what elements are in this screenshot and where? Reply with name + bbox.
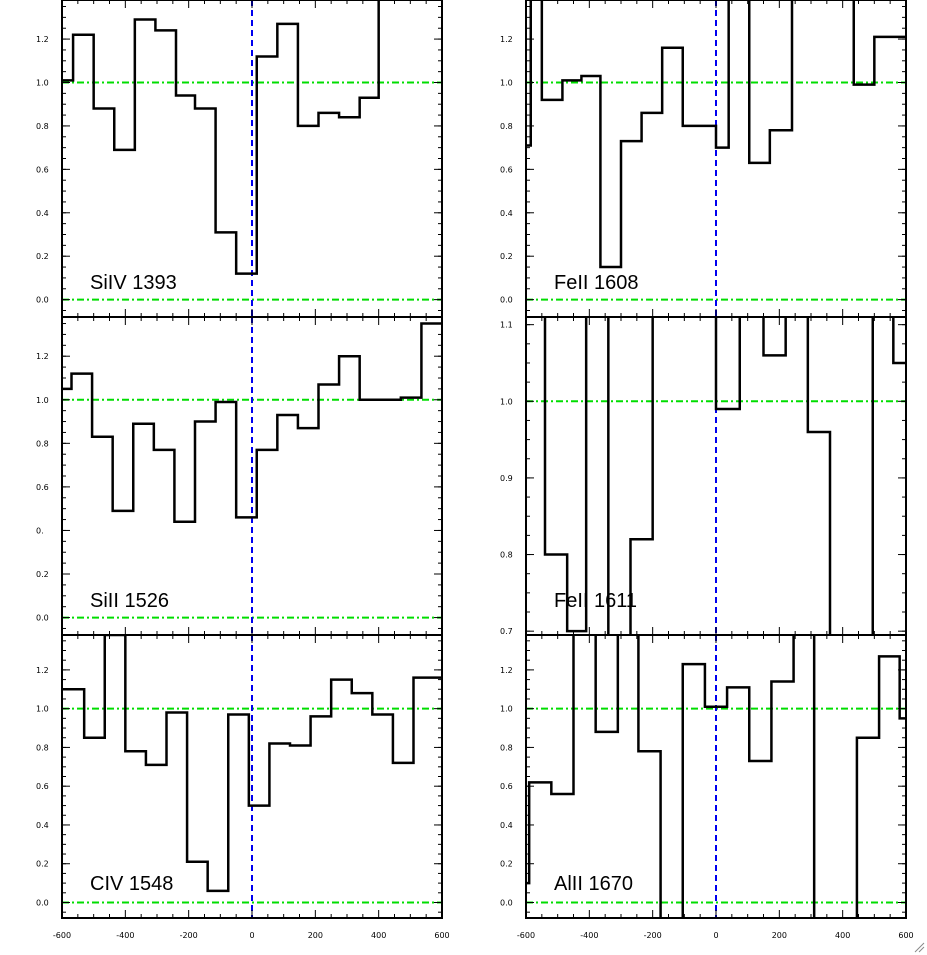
x-tick-label: 200: [772, 931, 787, 940]
resize-grip-icon[interactable]: [913, 941, 925, 953]
spectrum-step-line: [526, 0, 906, 269]
panel-1: 0.0 0.2 0. 0.6 0.8 1.0 1.2 SiII 1526: [36, 316, 443, 636]
y-tick-label: 1.0: [36, 705, 49, 714]
y-tick-label: 0.9: [500, 474, 513, 483]
panel-2: 0.0 0.2 0.4 0.6 0.8 1.0 1.2 -600 -400 -200 0 200 400…: [36, 634, 450, 940]
y-tick-label: 0.0: [500, 296, 513, 305]
x-tick-label: 200: [308, 931, 323, 940]
y-tick-label: 1.2: [36, 35, 49, 44]
x-tick-label: -400: [116, 931, 134, 940]
x-tick-label: 0: [713, 931, 718, 940]
y-tick-label: 0.2: [36, 570, 49, 579]
y-tick-label: 0.: [36, 526, 44, 535]
y-tick-label: 0.4: [36, 821, 49, 830]
y-tick-label: 1.0: [36, 79, 49, 88]
panel-frame: [61, 0, 443, 318]
x-tick-label: -200: [180, 931, 198, 940]
y-tick-label: 0.8: [36, 122, 49, 131]
panel-5: 0.0 0.2 0.4 0.6 0.8 1.0 1.2 -600 -400 -200 0 200 400…: [500, 634, 914, 940]
spectrum-step-line: [62, 635, 442, 893]
ion-label: FeII 1611: [554, 590, 637, 612]
spectrum-step-line: [62, 322, 442, 523]
x-tick-label: -600: [53, 931, 71, 940]
y-tick-label: 0.6: [500, 165, 513, 174]
y-tick-label: 1.2: [500, 35, 513, 44]
x-tick-label: 600: [434, 931, 449, 940]
panel-0: 0.0 0.2 0.4 0.6 0.8 1.0 1.2 SiIV 1393: [36, 0, 443, 318]
x-tick-label: -600: [517, 931, 535, 940]
y-tick-label: 1.2: [500, 666, 513, 675]
spectrum-step-line: [543, 317, 906, 635]
y-tick-label: 0.8: [500, 122, 513, 131]
y-tick-label: 0.2: [500, 252, 513, 261]
y-tick-label: 0.6: [500, 782, 513, 791]
x-tick-label: -200: [644, 931, 662, 940]
y-tick-label: 0.4: [500, 209, 513, 218]
y-tick-label: 0.8: [500, 743, 513, 752]
y-tick-label: 0.2: [36, 860, 49, 869]
ion-label: AlII 1670: [554, 873, 633, 895]
y-tick-label: 0.2: [500, 860, 513, 869]
y-tick-label: 0.6: [36, 782, 49, 791]
ion-label: SiIV 1393: [90, 272, 177, 294]
ion-label: CIV 1548: [90, 873, 173, 895]
spectrum-step-line: [62, 0, 380, 275]
panel-frame: [525, 0, 907, 318]
y-tick-label: 0.0: [36, 898, 49, 907]
y-tick-label: 0.0: [36, 296, 49, 305]
panel-3: 0.0 0.2 0.4 0.6 0.8 1.0 1.2 FeII 1608: [500, 0, 907, 318]
ion-label: FeII 1608: [554, 272, 639, 294]
y-tick-label: 0.6: [36, 483, 49, 492]
y-tick-label: 1.2: [36, 352, 49, 361]
y-tick-label: 1.0: [500, 705, 513, 714]
y-tick-label: 0.7: [500, 627, 513, 636]
y-tick-label: 1.0: [500, 397, 513, 406]
y-tick-label: 1.1: [500, 321, 513, 330]
y-tick-label: 1.0: [36, 396, 49, 405]
x-tick-label: -400: [580, 931, 598, 940]
y-tick-label: 0.8: [500, 551, 513, 560]
ion-label: SiII 1526: [90, 590, 169, 612]
panel-4: 0.7 0.8 0.9 1.0 1.1 FeII 1611: [500, 316, 907, 636]
x-tick-label: 400: [371, 931, 386, 940]
y-tick-label: 0.8: [36, 743, 49, 752]
y-tick-label: 0.2: [36, 252, 49, 261]
y-tick-label: 0.6: [36, 165, 49, 174]
y-tick-label: 0.8: [36, 439, 49, 448]
y-tick-label: 1.0: [500, 79, 513, 88]
y-tick-label: 0.4: [500, 821, 513, 830]
y-tick-label: 1.2: [36, 666, 49, 675]
x-tick-label: 400: [835, 931, 850, 940]
y-tick-label: 0.0: [500, 898, 513, 907]
y-tick-label: 0.4: [36, 209, 49, 218]
spectrum-step-line: [526, 635, 906, 918]
x-tick-label: 600: [898, 931, 913, 940]
x-tick-label: 0: [249, 931, 254, 940]
y-tick-label: 0.0: [36, 614, 49, 623]
